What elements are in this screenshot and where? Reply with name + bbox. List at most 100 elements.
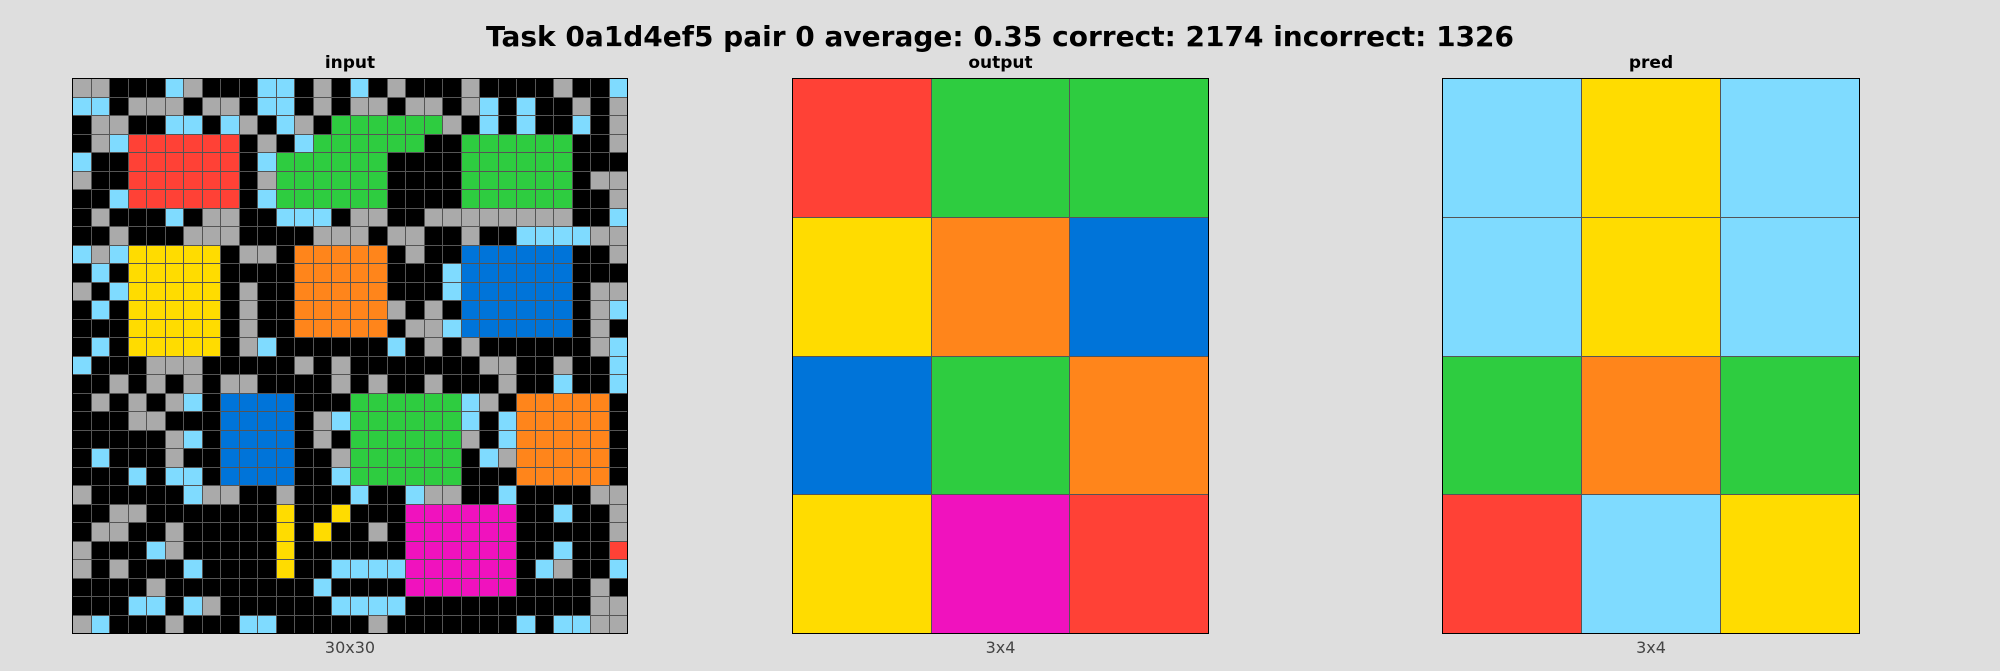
input-cell (369, 375, 387, 393)
input-cell (591, 79, 609, 97)
input-cell (591, 430, 609, 448)
input-cell (517, 560, 535, 578)
input-cell (184, 486, 202, 504)
input-cell (147, 208, 165, 226)
input-cell (184, 227, 202, 245)
input-grid (72, 78, 628, 634)
input-cell (165, 356, 183, 374)
input-cell (91, 79, 109, 97)
input-cell (295, 486, 313, 504)
input-cell (147, 578, 165, 596)
input-cell (350, 560, 368, 578)
input-cell (609, 486, 627, 504)
input-cell (295, 134, 313, 152)
input-cell (165, 116, 183, 134)
input-cell (165, 227, 183, 245)
input-cell (480, 356, 498, 374)
input-cell (221, 245, 239, 263)
input-cell (554, 541, 572, 559)
input-cell (276, 134, 294, 152)
input-cell (276, 282, 294, 300)
input-cell (350, 264, 368, 282)
input-cell (369, 504, 387, 522)
input-cell (184, 319, 202, 337)
input-cell (424, 116, 442, 134)
input-cell (239, 504, 257, 522)
input-cell (406, 597, 424, 615)
input-cell (498, 430, 516, 448)
input-cell (184, 79, 202, 97)
input-cell (276, 597, 294, 615)
input-cell (609, 578, 627, 596)
input-cell (517, 301, 535, 319)
input-cell (221, 319, 239, 337)
input-cell (498, 597, 516, 615)
input-cell (332, 227, 350, 245)
input-cell (258, 597, 276, 615)
input-cell (73, 615, 91, 633)
input-cell (498, 449, 516, 467)
input-cell (406, 208, 424, 226)
input-cell (350, 375, 368, 393)
input-cell (73, 282, 91, 300)
input-cell (406, 190, 424, 208)
input-cell (313, 541, 331, 559)
input-cell (461, 393, 479, 411)
input-cell (239, 208, 257, 226)
input-cell (591, 541, 609, 559)
input-cell (128, 412, 146, 430)
input-cell (276, 190, 294, 208)
input-cell (332, 597, 350, 615)
input-cell (91, 393, 109, 411)
input-cell (461, 264, 479, 282)
input-cell (591, 227, 609, 245)
input-cell (221, 190, 239, 208)
input-cell (443, 486, 461, 504)
input-cell (128, 338, 146, 356)
input-cell (609, 282, 627, 300)
input-cell (91, 208, 109, 226)
input-cell (350, 245, 368, 263)
input-cell (73, 412, 91, 430)
input-cell (332, 79, 350, 97)
input-cell (221, 560, 239, 578)
input-cell (369, 153, 387, 171)
input-cell (165, 523, 183, 541)
input-cell (110, 282, 128, 300)
input-cell (387, 153, 405, 171)
input-cell (128, 264, 146, 282)
input-cell (91, 227, 109, 245)
input-cell (332, 97, 350, 115)
input-cell (165, 264, 183, 282)
input-cell (369, 79, 387, 97)
input-cell (572, 338, 590, 356)
input-cell (517, 264, 535, 282)
input-cell (221, 467, 239, 485)
input-cell (554, 597, 572, 615)
input-cell (165, 134, 183, 152)
input-cell (184, 338, 202, 356)
input-cell (147, 560, 165, 578)
input-cell (128, 153, 146, 171)
input-cell (276, 338, 294, 356)
input-cell (258, 467, 276, 485)
input-cell (480, 615, 498, 633)
input-cell (313, 615, 331, 633)
input-cell (535, 264, 553, 282)
input-cell (591, 245, 609, 263)
input-cell (258, 97, 276, 115)
input-cell (110, 356, 128, 374)
input-cell (239, 79, 257, 97)
input-cell (91, 430, 109, 448)
input-cell (184, 504, 202, 522)
input-cell (406, 412, 424, 430)
input-cell (128, 301, 146, 319)
input-cell (480, 245, 498, 263)
input-cell (184, 301, 202, 319)
input-cell (350, 486, 368, 504)
input-cell (369, 190, 387, 208)
input-cell (443, 615, 461, 633)
input-cell (480, 79, 498, 97)
input-cell (424, 171, 442, 189)
input-cell (350, 97, 368, 115)
